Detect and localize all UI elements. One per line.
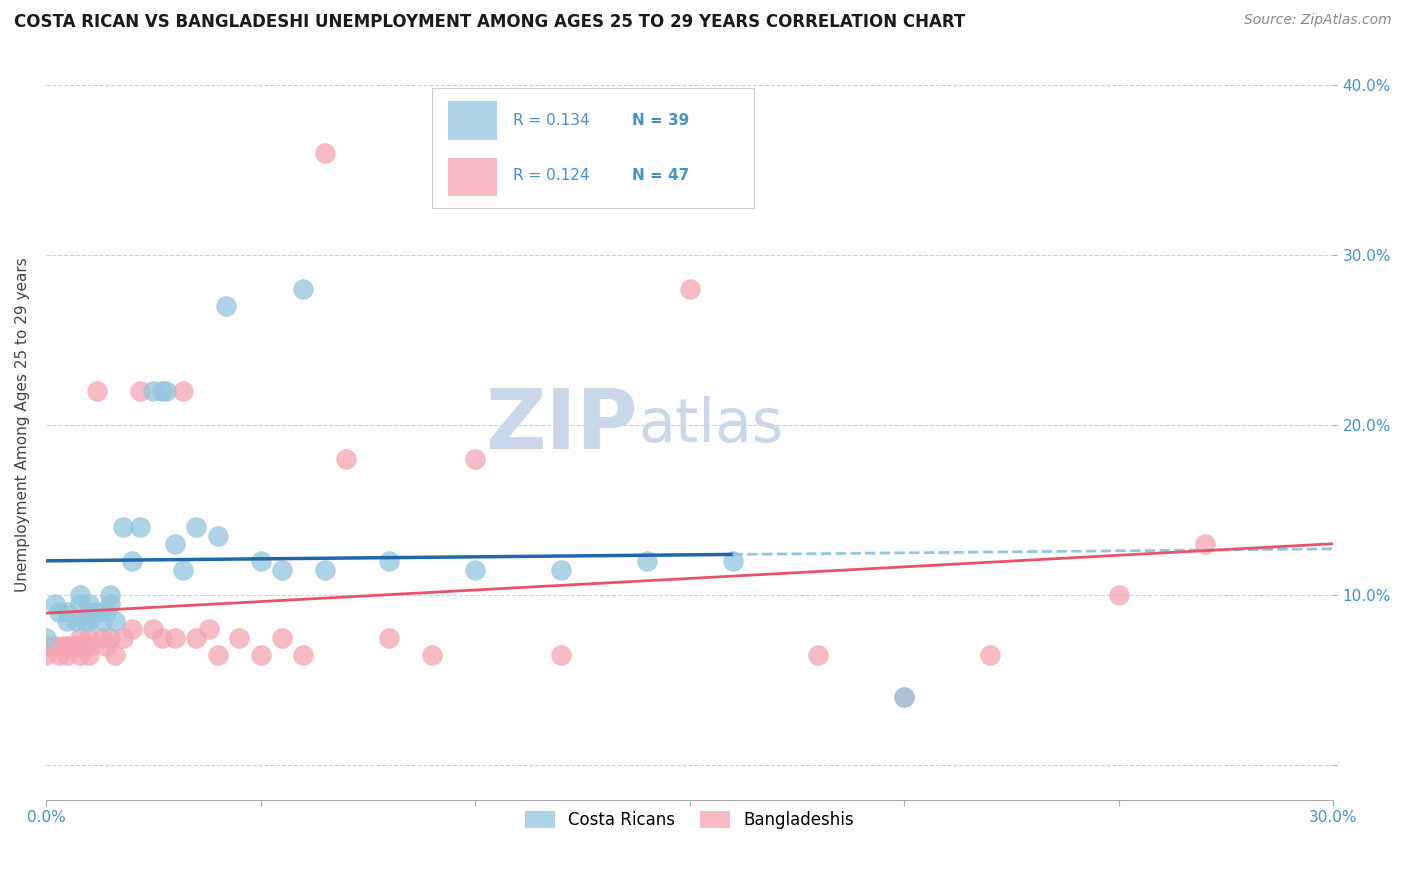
Point — [121, 554, 143, 568]
Point — [35, 648, 58, 662]
Point — [94, 640, 117, 654]
Point — [77, 614, 100, 628]
Point — [129, 384, 152, 398]
Point — [98, 597, 121, 611]
Point — [249, 648, 271, 662]
Text: atlas: atlas — [638, 395, 783, 455]
Point — [104, 648, 127, 662]
Point — [807, 648, 830, 662]
Point — [186, 520, 208, 534]
Point — [35, 640, 58, 654]
Point — [44, 597, 66, 611]
Point — [163, 537, 186, 551]
Point — [77, 631, 100, 645]
Point — [893, 690, 915, 705]
Point — [104, 614, 127, 628]
Point — [550, 648, 572, 662]
Point — [550, 563, 572, 577]
Point — [142, 384, 165, 398]
Point — [207, 529, 229, 543]
Point — [48, 605, 70, 619]
Point — [150, 631, 173, 645]
Point — [86, 384, 108, 398]
Point — [155, 384, 177, 398]
Point — [172, 384, 194, 398]
Point — [215, 299, 238, 313]
Point — [228, 631, 250, 645]
Point — [1108, 588, 1130, 602]
Point — [56, 614, 79, 628]
Point — [98, 588, 121, 602]
Point — [335, 452, 357, 467]
Point — [464, 452, 486, 467]
Point — [112, 520, 135, 534]
Text: ZIP: ZIP — [485, 384, 638, 466]
Point — [893, 690, 915, 705]
Point — [1194, 537, 1216, 551]
Point — [56, 605, 79, 619]
Point — [163, 631, 186, 645]
Text: Source: ZipAtlas.com: Source: ZipAtlas.com — [1244, 13, 1392, 28]
Point — [378, 554, 401, 568]
Point — [77, 597, 100, 611]
Point — [142, 623, 165, 637]
Point — [44, 640, 66, 654]
Point — [73, 614, 96, 628]
Point — [679, 282, 702, 296]
Text: COSTA RICAN VS BANGLADESHI UNEMPLOYMENT AMONG AGES 25 TO 29 YEARS CORRELATION CH: COSTA RICAN VS BANGLADESHI UNEMPLOYMENT … — [14, 13, 966, 31]
Point — [90, 631, 112, 645]
Point — [636, 554, 658, 568]
Point — [94, 605, 117, 619]
Point — [721, 554, 744, 568]
Point — [65, 614, 87, 628]
Point — [271, 631, 294, 645]
Point — [420, 648, 443, 662]
Point — [77, 648, 100, 662]
Point — [69, 588, 91, 602]
Point — [35, 640, 58, 654]
Point — [56, 640, 79, 654]
Point — [77, 640, 100, 654]
Point — [35, 631, 58, 645]
Point — [77, 605, 100, 619]
Point — [48, 648, 70, 662]
Point — [378, 631, 401, 645]
Legend: Costa Ricans, Bangladeshis: Costa Ricans, Bangladeshis — [519, 805, 860, 836]
Point — [69, 597, 91, 611]
Point — [464, 563, 486, 577]
Point — [292, 282, 315, 296]
Point — [73, 640, 96, 654]
Point — [271, 563, 294, 577]
Point — [86, 605, 108, 619]
Point — [129, 520, 152, 534]
Point — [112, 631, 135, 645]
Point — [60, 640, 83, 654]
Point — [292, 648, 315, 662]
Point — [150, 384, 173, 398]
Point — [198, 623, 221, 637]
Point — [207, 648, 229, 662]
Point — [172, 563, 194, 577]
Point — [979, 648, 1001, 662]
Point — [69, 631, 91, 645]
Point — [69, 648, 91, 662]
Point — [90, 614, 112, 628]
Point — [314, 563, 336, 577]
Point — [186, 631, 208, 645]
Point — [65, 640, 87, 654]
Y-axis label: Unemployment Among Ages 25 to 29 years: Unemployment Among Ages 25 to 29 years — [15, 258, 30, 592]
Point — [249, 554, 271, 568]
Point — [98, 631, 121, 645]
Point — [121, 623, 143, 637]
Point — [52, 640, 75, 654]
Point — [314, 145, 336, 160]
Point — [56, 648, 79, 662]
